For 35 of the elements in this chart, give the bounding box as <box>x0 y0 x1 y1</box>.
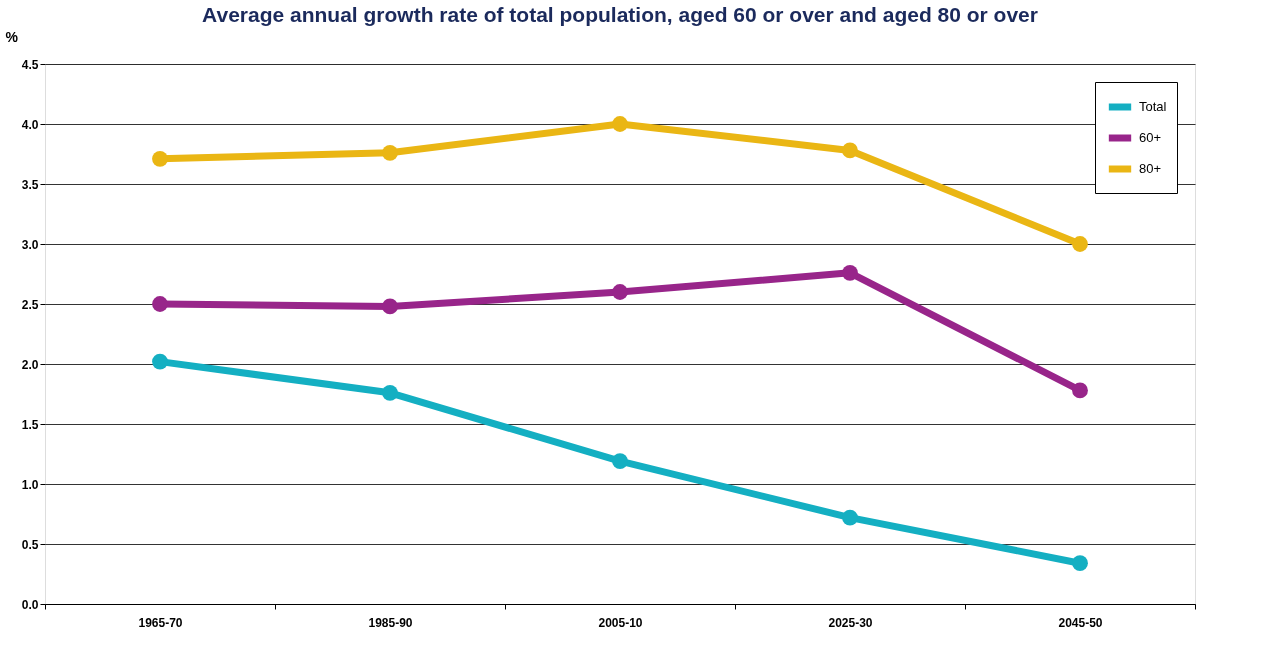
x-tick-label: 1985-90 <box>368 615 413 630</box>
y-tick-label: 4.5 <box>21 57 39 72</box>
x-tick-label: 2005-10 <box>598 615 643 630</box>
point <box>1072 555 1088 572</box>
y-tick-label: 3.5 <box>21 177 39 192</box>
y-tick-label: 4.0 <box>21 117 39 132</box>
point <box>612 453 628 470</box>
point <box>842 509 858 526</box>
y-axis-title: % <box>5 28 19 45</box>
point <box>382 298 398 315</box>
y-tick-label: 2.0 <box>21 357 39 372</box>
point <box>382 384 398 401</box>
point <box>152 296 168 312</box>
point <box>1072 382 1088 399</box>
y-tick-label: 2.5 <box>21 297 39 312</box>
legend-label: 80+ <box>1139 161 1162 176</box>
point <box>612 116 628 132</box>
chart-title: Average annual growth rate of total population, aged 60 or over and aged 80 or over <box>202 3 1038 26</box>
y-tick-label: 1.5 <box>21 417 39 432</box>
x-tick-label: 2025-30 <box>828 615 873 630</box>
point <box>152 150 168 167</box>
point <box>612 284 628 300</box>
y-tick-label: 0.5 <box>21 537 39 552</box>
x-tick-label: 1965-70 <box>138 615 183 630</box>
point <box>152 353 168 370</box>
x-tick-label: 2045-50 <box>1058 615 1103 630</box>
point <box>382 144 398 161</box>
point <box>842 264 858 281</box>
y-tick-label: 1.0 <box>21 477 39 492</box>
y-tick-label: 3.0 <box>21 237 39 252</box>
legend-label: Total <box>1139 99 1167 114</box>
point <box>842 142 858 159</box>
y-tick-label: 0.0 <box>21 597 39 612</box>
legend-label: 60+ <box>1139 130 1162 145</box>
point <box>1072 236 1088 252</box>
